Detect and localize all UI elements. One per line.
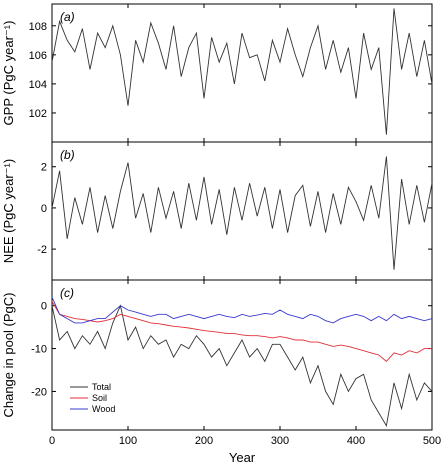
y-tick-label: 0 — [41, 301, 47, 313]
x-tick-label: 300 — [271, 435, 289, 447]
y-tick-label: 104 — [29, 79, 47, 91]
plot-frame — [51, 279, 433, 431]
series-line-wood — [51, 296, 433, 324]
legend-label: Wood — [92, 404, 115, 414]
x-tick-label: 400 — [347, 435, 365, 447]
plot-frame — [51, 3, 433, 143]
y-tick-label: -10 — [31, 344, 47, 356]
y-tick-label: -2 — [37, 244, 47, 256]
panel-b: (b) -2 0 2 NEE (PgC year⁻¹) — [1, 141, 433, 281]
legend-label: Soil — [92, 393, 107, 403]
panel-label: (a) — [60, 10, 75, 24]
x-tick-label: 100 — [119, 435, 137, 447]
panel-label: (b) — [60, 148, 75, 162]
y-axis-title: Change in pool (PgC) — [1, 292, 16, 417]
legend-label: Total — [92, 382, 111, 392]
series-line-main — [51, 156, 433, 270]
y-tick-label: 2 — [41, 162, 47, 174]
y-tick-label: 0 — [41, 203, 47, 215]
panel-c: (c) -20 -10 0 0 100 200 300 400 500 Change in pool… — [1, 279, 441, 465]
y-axis-title: GPP (PgC year⁻¹) — [1, 21, 16, 126]
panel-label: (c) — [60, 286, 74, 300]
x-tick-label: 500 — [423, 435, 441, 447]
x-tick-label: 200 — [195, 435, 213, 447]
y-tick-label: 102 — [29, 108, 47, 120]
x-axis-title: Year — [229, 450, 256, 465]
y-tick-label: 108 — [29, 21, 47, 33]
x-tick-label: 0 — [49, 435, 55, 447]
panel-a: (a) 102 104 106 108 GPP (PgC year⁻¹) — [1, 3, 433, 143]
series-line-soil — [51, 301, 432, 363]
y-tick-label: 106 — [29, 50, 47, 62]
series-line-main — [51, 8, 433, 135]
y-tick-label: -20 — [31, 386, 47, 398]
y-axis-title: NEE (PgC year⁻¹) — [1, 159, 16, 263]
